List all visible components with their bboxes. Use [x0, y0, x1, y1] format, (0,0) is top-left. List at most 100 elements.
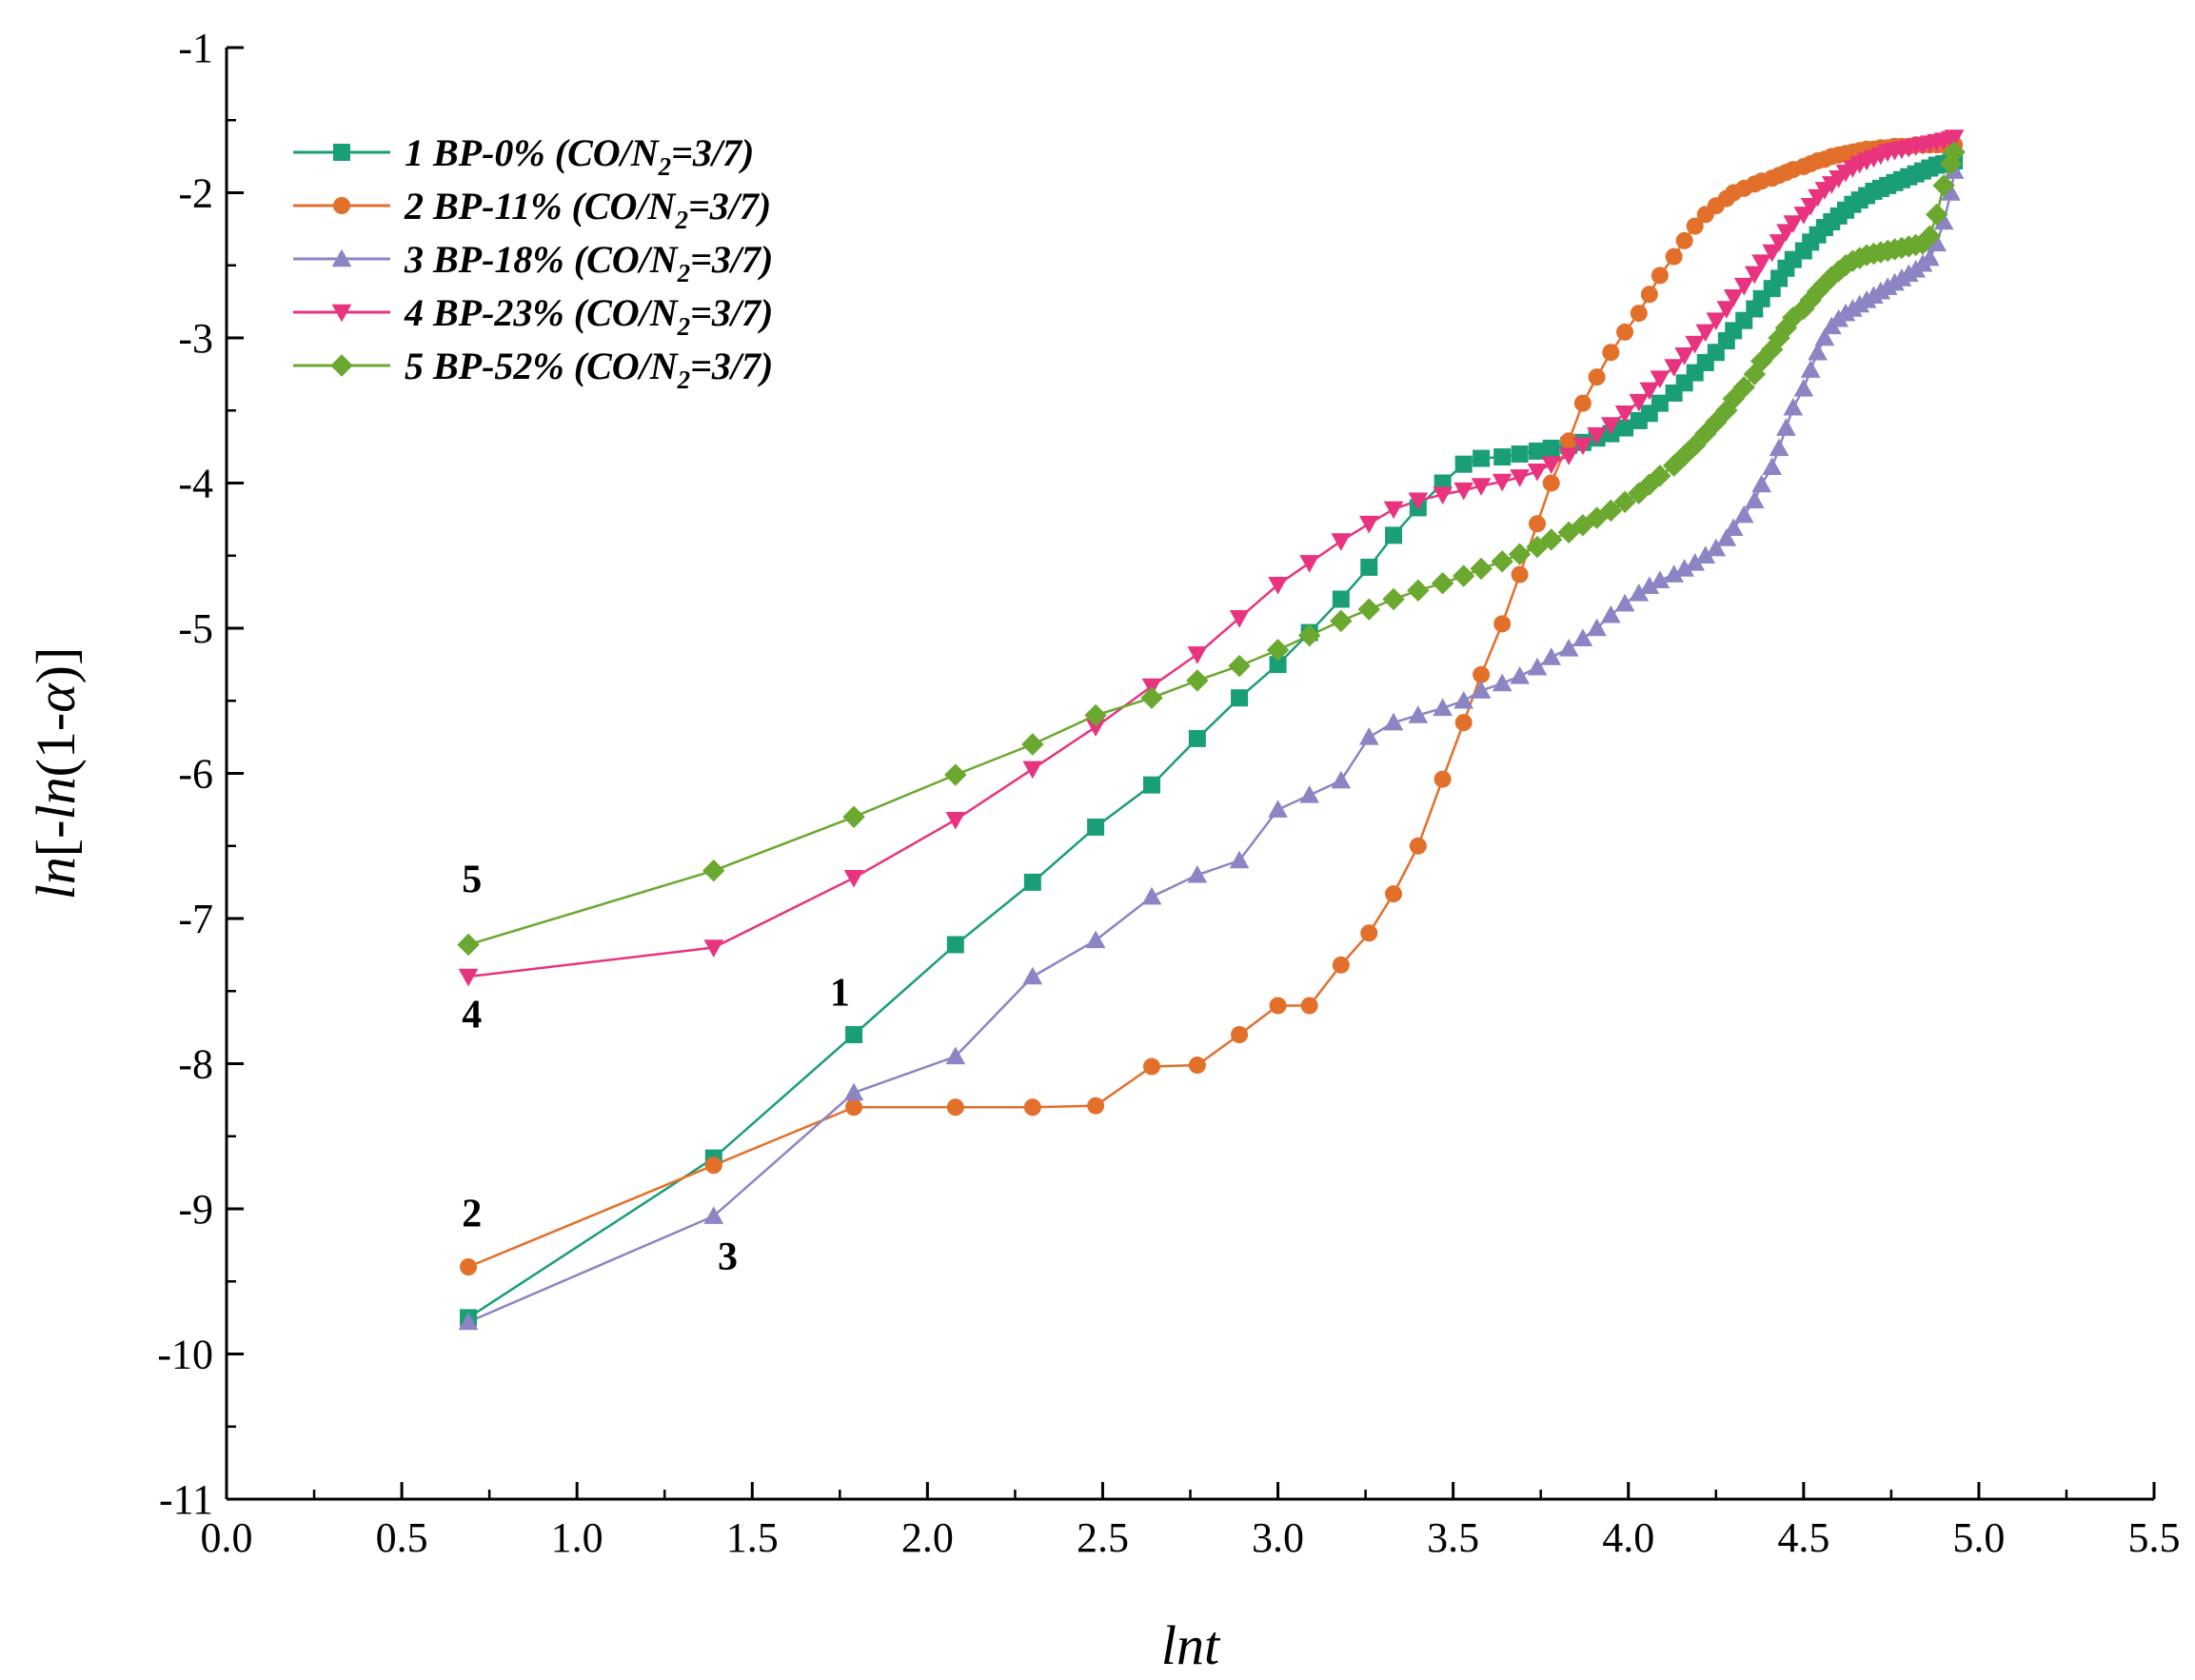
data-point-s1-8 — [1231, 689, 1249, 707]
data-point-s2-26 — [1616, 323, 1634, 341]
data-point-s2-30 — [1665, 247, 1683, 266]
data-point-s5-32 — [1683, 434, 1707, 457]
text-span: 4 BP-23% (CO/N — [404, 291, 680, 334]
x-tick-label: 4.0 — [1602, 1514, 1654, 1561]
data-point-s4-38 — [1744, 266, 1765, 285]
y-tick-label: -6 — [178, 751, 213, 798]
data-point-s5-6 — [1140, 686, 1163, 709]
data-point-s2-23 — [1573, 394, 1592, 412]
data-point-s5-11 — [1330, 609, 1353, 633]
data-point-s4-31 — [1674, 347, 1694, 366]
data-point-s2-12 — [1360, 924, 1378, 942]
data-point-s3-30 — [1664, 564, 1684, 583]
data-point-s2-8 — [1231, 1026, 1249, 1043]
data-point-s3-14 — [1408, 705, 1429, 723]
data-point-s1-6 — [1143, 776, 1160, 794]
x-tick-label: 5.5 — [2128, 1514, 2181, 1561]
data-point-s4-4 — [1022, 761, 1043, 780]
axes — [225, 46, 2156, 1501]
data-point-s5-34 — [1705, 410, 1728, 434]
data-point-s2-2 — [845, 1098, 863, 1117]
data-point-s3-39 — [1751, 474, 1771, 493]
x-tick-label: 4.5 — [1777, 1514, 1829, 1561]
data-point-s4-66 — [1944, 129, 1965, 148]
data-point-s2-19 — [1511, 565, 1529, 583]
text-span: 2 — [677, 259, 691, 287]
y-tick-label: -4 — [178, 461, 213, 507]
data-point-s3-34 — [1706, 538, 1727, 557]
data-point-s1-29 — [1651, 394, 1669, 412]
data-point-s3-37 — [1733, 504, 1754, 524]
data-point-s4-43 — [1783, 215, 1804, 233]
data-point-s3-1 — [703, 1206, 724, 1224]
annotations: 5 4 1 2 3 — [462, 859, 850, 1280]
curve-label-2: 2 — [462, 1192, 482, 1235]
data-point-s3-17 — [1471, 681, 1492, 699]
data-point-s5-10 — [1297, 623, 1321, 647]
data-point-s3-4 — [1022, 966, 1043, 985]
data-point-s3-5 — [1085, 930, 1106, 949]
data-point-s3-44 — [1793, 379, 1814, 397]
data-point-s3-40 — [1762, 457, 1783, 476]
data-point-s3-32 — [1685, 553, 1706, 571]
data-point-s2-21 — [1542, 474, 1560, 492]
data-point-s3-15 — [1433, 698, 1453, 717]
data-point-s5-8 — [1228, 654, 1251, 678]
y-tick-label: -3 — [178, 315, 213, 362]
text-span: 2 — [677, 312, 691, 341]
x-tick-label: 1.5 — [726, 1514, 779, 1561]
data-point-s1-20 — [1529, 442, 1546, 460]
data-point-s1-9 — [1269, 656, 1287, 674]
y-tick-label: -1 — [178, 25, 213, 71]
data-point-s5-9 — [1266, 639, 1290, 662]
data-point-s3-9 — [1268, 800, 1288, 818]
data-point-s2-16 — [1454, 714, 1473, 732]
tick-labels: 0.0 0.5 1.0 1.5 2.0 2.5 3.0 3.5 4.0 4.5 5.0 5.5 -1 -2… — [157, 25, 2180, 1561]
data-point-s3-26 — [1614, 593, 1635, 612]
legend-swatch-marker-2 — [333, 197, 350, 214]
y-tick-label: -5 — [178, 605, 213, 652]
data-point-s5-37 — [1732, 376, 1755, 399]
data-point-s4-26 — [1614, 405, 1635, 424]
data-point-s4-14 — [1408, 492, 1429, 511]
text-span: 5 BP-52% (CO/N — [405, 345, 680, 387]
legend-swatch-marker-3 — [331, 248, 352, 267]
y-tick-label: -8 — [178, 1041, 213, 1088]
data-point-s4-22 — [1558, 447, 1579, 465]
data-point-s2-22 — [1560, 432, 1578, 450]
data-point-s5-29 — [1649, 464, 1671, 487]
data-point-s3-21 — [1541, 647, 1562, 665]
y-tick-label: -11 — [159, 1476, 213, 1523]
data-point-s4-37 — [1733, 277, 1754, 296]
x-tick-label: 3.0 — [1252, 1514, 1304, 1561]
data-point-s5-21 — [1540, 528, 1563, 551]
data-point-s2-20 — [1529, 515, 1546, 533]
data-point-s2-25 — [1602, 344, 1620, 362]
data-point-s5-12 — [1357, 598, 1380, 621]
data-point-s4-1 — [703, 939, 724, 958]
data-point-s2-4 — [1023, 1098, 1041, 1117]
text-span: 2 — [674, 206, 688, 234]
data-point-s5-0 — [457, 933, 480, 957]
data-point-s4-11 — [1331, 533, 1352, 551]
data-point-s3-24 — [1587, 618, 1607, 637]
data-point-s4-13 — [1383, 501, 1404, 520]
data-point-s3-11 — [1331, 770, 1352, 789]
text-span: [- — [25, 820, 87, 858]
x-tick-label: 2.0 — [901, 1514, 954, 1561]
legend-swatch-marker-5 — [330, 354, 353, 377]
data-point-s2-0 — [460, 1258, 478, 1275]
data-point-s5-64 — [1932, 174, 1955, 197]
data-point-s5-41 — [1768, 326, 1790, 349]
data-point-s4-39 — [1751, 254, 1771, 273]
data-point-s3-35 — [1716, 528, 1737, 546]
curve-label-1: 1 — [830, 972, 850, 1016]
data-point-s5-13 — [1382, 587, 1405, 611]
x-tick-label: 2.5 — [1077, 1514, 1129, 1561]
data-point-s4-0 — [458, 968, 479, 987]
data-point-s4-20 — [1527, 464, 1548, 482]
data-point-s3-65 — [1941, 183, 1961, 201]
data-point-s5-62 — [1918, 225, 1942, 247]
legend-swatch-marker-4 — [331, 304, 352, 323]
